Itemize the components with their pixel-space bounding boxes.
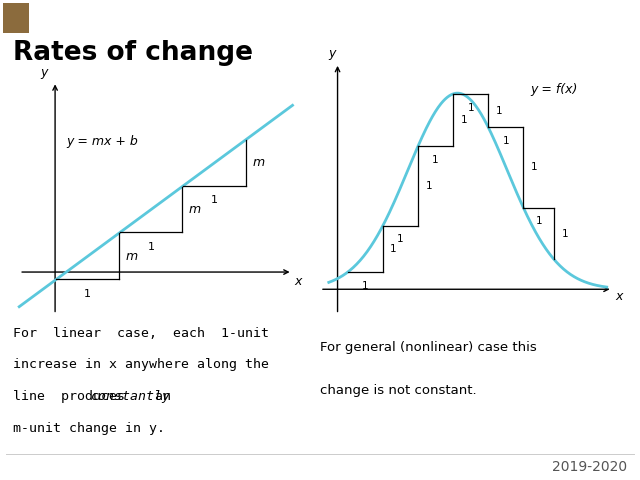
Text: 1: 1 xyxy=(426,181,432,191)
Text: constantly: constantly xyxy=(90,390,170,403)
Text: For general (nonlinear) case this: For general (nonlinear) case this xyxy=(320,341,537,354)
Bar xyxy=(3,3,29,33)
Text: y: y xyxy=(328,48,335,60)
Text: 2019-2020: 2019-2020 xyxy=(552,460,627,474)
Text: 1: 1 xyxy=(495,106,502,116)
Text: an: an xyxy=(139,390,171,403)
Text: 1: 1 xyxy=(460,115,467,125)
Text: NAZARBAYEV: NAZARBAYEV xyxy=(54,9,112,18)
Text: m: m xyxy=(125,250,138,263)
Text: 1: 1 xyxy=(390,244,397,254)
Text: 1: 1 xyxy=(531,162,537,172)
Text: line  produces: line produces xyxy=(13,390,141,403)
Text: 1: 1 xyxy=(502,136,509,146)
Text: 1: 1 xyxy=(84,288,91,299)
Text: 1: 1 xyxy=(211,195,218,205)
Text: 1: 1 xyxy=(148,242,154,252)
Text: Rates of change: Rates of change xyxy=(13,40,253,66)
Text: m-unit change in y.: m-unit change in y. xyxy=(13,422,165,435)
Text: Foundation Year Program: Foundation Year Program xyxy=(448,12,627,24)
Text: x: x xyxy=(294,275,301,288)
Text: 1: 1 xyxy=(432,155,439,165)
Text: m: m xyxy=(189,203,201,216)
Text: 1: 1 xyxy=(397,234,404,244)
Text: y: y xyxy=(40,66,48,79)
Text: increase in x anywhere along the: increase in x anywhere along the xyxy=(13,359,269,372)
Text: change is not constant.: change is not constant. xyxy=(320,384,477,397)
Text: UNIVERSITY: UNIVERSITY xyxy=(58,22,109,30)
Text: 1: 1 xyxy=(561,228,568,239)
Text: For  linear  case,  each  1-unit: For linear case, each 1-unit xyxy=(13,326,269,339)
Bar xyxy=(0,0,141,36)
Text: 1: 1 xyxy=(536,216,542,227)
Text: y = mx + b: y = mx + b xyxy=(66,135,138,148)
Text: m: m xyxy=(253,156,264,169)
Text: y = f(x): y = f(x) xyxy=(531,83,578,96)
Text: x: x xyxy=(616,290,623,303)
Text: 1: 1 xyxy=(467,103,474,113)
Text: 1: 1 xyxy=(362,281,369,291)
